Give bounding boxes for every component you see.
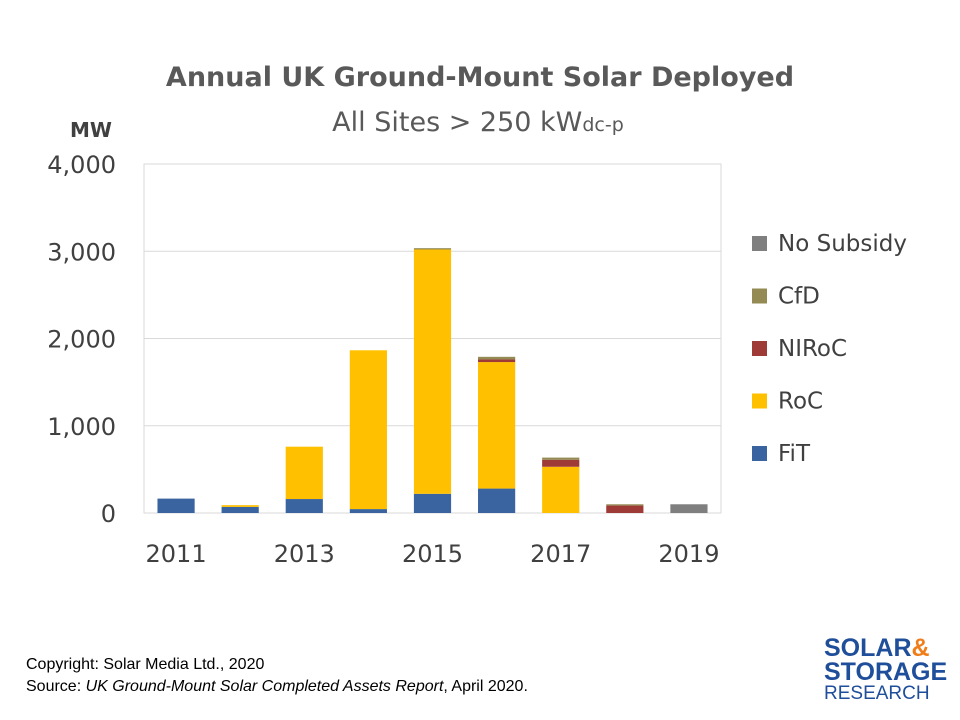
- logo-ampersand: &: [911, 634, 930, 662]
- bar-no-subsidy-2019: [670, 504, 708, 513]
- legend-swatch: [752, 236, 767, 251]
- source-text: Source: UK Ground-Mount Solar Completed …: [26, 676, 528, 698]
- chart-subtitle-sub: dc-p: [582, 114, 623, 136]
- legend-swatch: [752, 341, 767, 356]
- legend-label: NIRoC: [778, 336, 847, 362]
- y-axis-unit-label: MW: [70, 118, 112, 142]
- bar-cfd-2016: [478, 356, 516, 360]
- bar-fit-2014: [349, 509, 387, 513]
- copyright-text: Copyright: Solar Media Ltd., 2020: [26, 656, 265, 673]
- y-tick-label: 4,000: [47, 151, 116, 179]
- bar-fit-2012: [221, 506, 259, 513]
- x-tick-label: 2017: [530, 540, 591, 568]
- source-suffix: , April 2020.: [443, 678, 528, 695]
- bar-niroc-2018: [606, 505, 644, 513]
- bar-roc-2016: [478, 362, 516, 489]
- y-tick-label: 3,000: [47, 238, 116, 266]
- bar-roc-2017: [542, 466, 580, 513]
- source-prefix: Source:: [26, 678, 86, 695]
- bar-fit-2016: [478, 488, 516, 513]
- source-report-title: UK Ground-Mount Solar Completed Assets R…: [85, 678, 444, 695]
- bar-roc-2012: [221, 505, 259, 507]
- chart: Annual UK Ground-Mount Solar Deployed Al…: [47, 62, 907, 568]
- bar-cfd-2017: [542, 457, 580, 460]
- chart-subtitle-main: All Sites > 250 kW: [332, 107, 582, 138]
- legend: No Subsidy CfD NIRoC RoC FiT: [752, 231, 907, 467]
- legend-swatch: [752, 446, 767, 461]
- logo-line-2: STORAGE: [824, 658, 948, 686]
- bar-roc-2015: [413, 249, 452, 494]
- logo-line-3: RESEARCH: [824, 683, 930, 704]
- chart-title: Annual UK Ground-Mount Solar Deployed: [166, 62, 794, 93]
- x-axis: 2011 2013 2015 2017 2019: [146, 540, 720, 568]
- footer: Copyright: Solar Media Ltd., 2020 Source…: [26, 654, 528, 698]
- x-tick-label: 2013: [274, 540, 335, 568]
- bar-cfd-2015: [413, 248, 452, 250]
- chart-subtitle: All Sites > 250 kWdc-p: [332, 107, 624, 138]
- logo-word-solar: SOLAR: [824, 634, 912, 662]
- legend-swatch: [752, 393, 767, 409]
- bar-fit-2011: [157, 498, 195, 513]
- bar-niroc-2016: [478, 359, 516, 363]
- bars: [157, 248, 708, 513]
- y-tick-label: 1,000: [47, 413, 116, 441]
- solar-storage-research-logo: SOLAR& STORAGE RESEARCH: [824, 636, 952, 712]
- bar-roc-2013: [285, 446, 323, 500]
- legend-label: No Subsidy: [778, 231, 907, 257]
- x-tick-label: 2015: [402, 540, 463, 568]
- bar-fit-2015: [413, 493, 452, 513]
- y-tick-label: 2,000: [47, 326, 116, 354]
- bar-roc-2014: [349, 350, 387, 510]
- y-tick-label: 0: [101, 500, 116, 528]
- legend-swatch: [752, 288, 767, 304]
- bar-fit-2013: [285, 499, 323, 513]
- bar-niroc-2017: [542, 459, 580, 467]
- bar-cfd-2018: [606, 504, 644, 506]
- legend-label: RoC: [778, 389, 823, 415]
- x-tick-label: 2011: [146, 540, 207, 568]
- logo-line-1: SOLAR&: [824, 634, 952, 662]
- legend-label: FiT: [778, 441, 811, 467]
- legend-label: CfD: [778, 284, 820, 310]
- y-axis: 0 1,000 2,000 3,000 4,000: [47, 151, 116, 528]
- x-tick-label: 2019: [658, 540, 719, 568]
